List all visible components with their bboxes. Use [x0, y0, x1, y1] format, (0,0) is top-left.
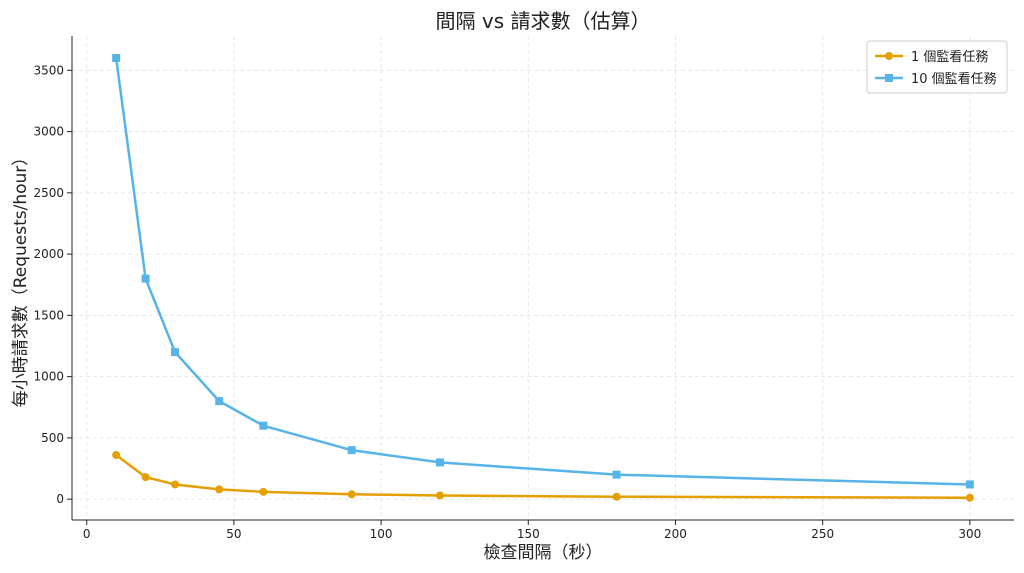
x-tick-label: 300 [958, 527, 981, 541]
x-axis-title: 檢查間隔（秒） [484, 543, 603, 563]
legend-marker [885, 74, 893, 82]
data-point [612, 470, 621, 479]
data-point [215, 485, 224, 494]
data-point [215, 397, 224, 406]
chart-title: 間隔 vs 請求數（估算） [436, 9, 651, 33]
x-ticks: 0 50 100 150 200 250 300 [83, 520, 981, 541]
series-line [115, 454, 970, 499]
axes [71, 36, 1014, 521]
y-tick-label: 500 [41, 431, 64, 445]
legend-label: 1 個監看任務 [911, 49, 988, 65]
x-tick-label: 200 [664, 527, 687, 541]
y-tick-label: 3500 [33, 63, 64, 77]
y-axis-title: 每小時請求數（Requests/hour） [11, 149, 31, 408]
legend-item: 10 個監看任務 [875, 71, 997, 87]
data-point [112, 54, 121, 63]
data-point [965, 493, 974, 502]
data-point [435, 491, 444, 500]
data-point [347, 490, 356, 499]
data-point [259, 487, 268, 496]
series-2 [112, 54, 974, 489]
data-point [141, 473, 150, 482]
y-tick-label: 2500 [33, 186, 64, 200]
series-1 [112, 451, 974, 502]
data-point [259, 421, 268, 430]
legend-box [866, 40, 1008, 94]
x-tick-label: 250 [811, 527, 834, 541]
data-point [347, 446, 356, 455]
y-tick-label: 3000 [33, 125, 64, 139]
data-point [435, 458, 444, 467]
legend-item: 1 個監看任務 [875, 49, 988, 65]
x-tick-label: 0 [83, 527, 91, 541]
data-point [612, 492, 621, 501]
x-tick-label: 100 [370, 527, 393, 541]
y-ticks: 0 500 1000 1500 2000 2500 3000 3500 [33, 63, 72, 506]
y-tick-label: 2000 [33, 247, 64, 261]
data-point [171, 348, 180, 357]
data-point [965, 480, 974, 489]
y-tick-label: 0 [56, 492, 64, 506]
legend-marker [885, 52, 893, 60]
y-tick-label: 1500 [33, 308, 64, 322]
legend: 1 個監看任務 10 個監看任務 [866, 40, 1008, 94]
series-group [112, 54, 974, 502]
x-tick-label: 150 [517, 527, 540, 541]
y-tick-label: 1000 [33, 370, 64, 384]
data-point [112, 451, 121, 460]
legend-label: 10 個監看任務 [911, 71, 997, 87]
data-point [141, 274, 150, 283]
grid-lines [72, 36, 1014, 520]
x-tick-label: 50 [226, 527, 241, 541]
series-line [114, 57, 970, 486]
data-point [171, 480, 180, 489]
